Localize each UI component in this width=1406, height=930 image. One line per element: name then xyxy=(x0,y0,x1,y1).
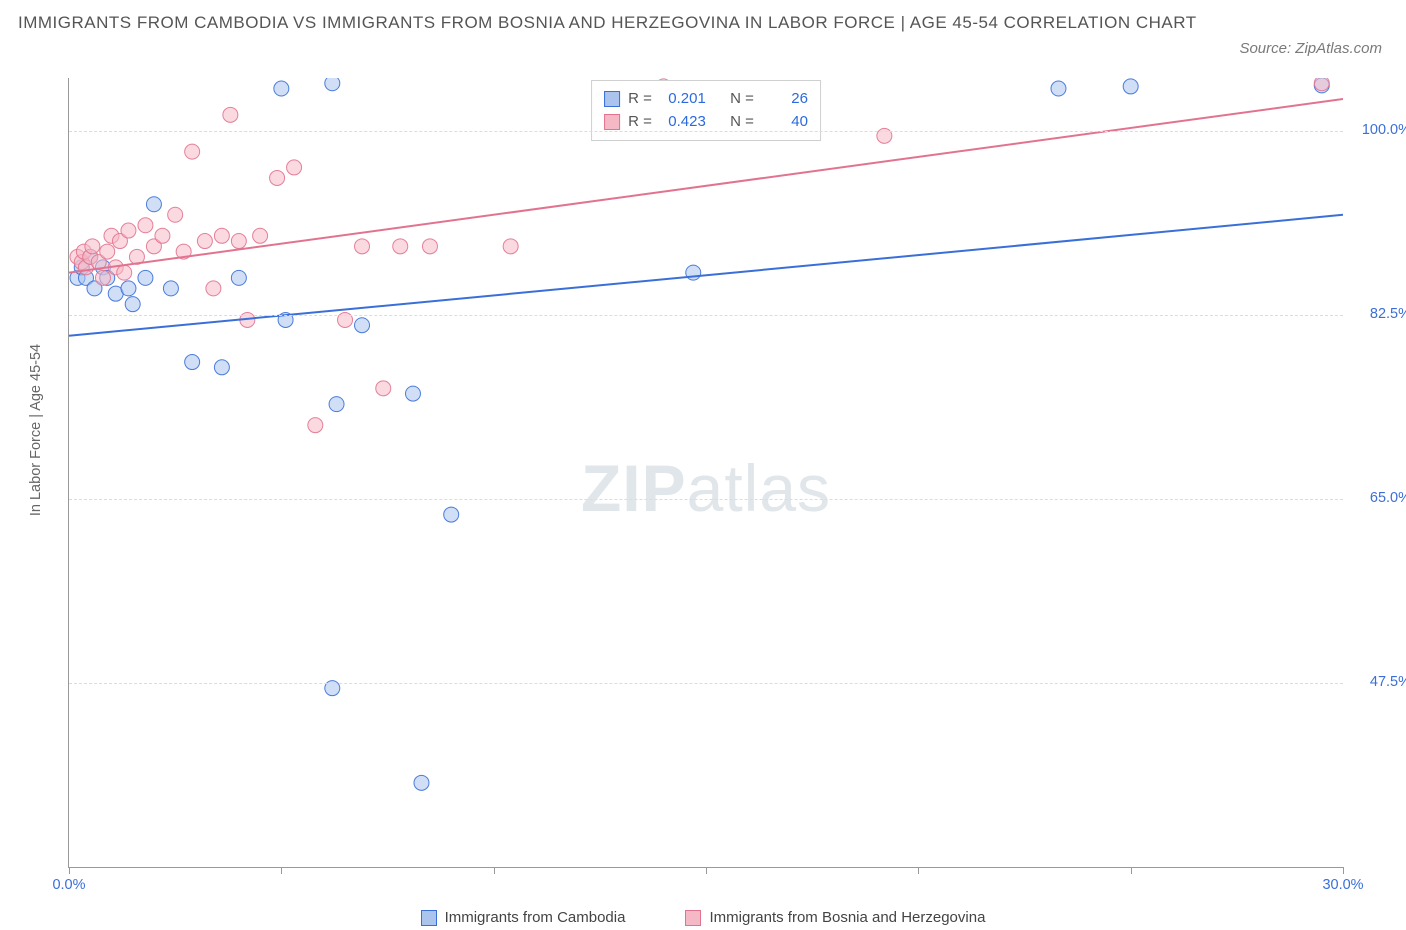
data-point xyxy=(185,144,200,159)
data-point xyxy=(414,775,429,790)
data-point xyxy=(117,265,132,280)
data-point xyxy=(1123,79,1138,94)
data-point xyxy=(138,218,153,233)
data-point xyxy=(308,418,323,433)
data-point xyxy=(223,107,238,122)
x-tick-label: 30.0% xyxy=(1322,877,1363,893)
x-tick-label: 0.0% xyxy=(52,877,85,893)
y-axis-label: In Labor Force | Age 45-54 xyxy=(28,344,44,516)
data-point xyxy=(355,239,370,254)
data-point xyxy=(231,234,246,249)
stat-n-value: 26 xyxy=(762,87,808,110)
data-point xyxy=(444,507,459,522)
data-point xyxy=(274,81,289,96)
data-point xyxy=(185,355,200,370)
data-point xyxy=(1051,81,1066,96)
data-point xyxy=(146,197,161,212)
data-point xyxy=(376,381,391,396)
data-point xyxy=(121,281,136,296)
source-attribution: Source: ZipAtlas.com xyxy=(1239,40,1382,57)
data-point xyxy=(422,239,437,254)
data-point xyxy=(214,228,229,243)
data-point xyxy=(85,239,100,254)
y-tick-label: 100.0% xyxy=(1351,122,1406,138)
data-point xyxy=(231,270,246,285)
data-point xyxy=(214,360,229,375)
data-point xyxy=(503,239,518,254)
data-point xyxy=(206,281,221,296)
data-point xyxy=(1314,78,1329,91)
data-point xyxy=(325,78,340,91)
y-tick-label: 65.0% xyxy=(1351,490,1406,506)
data-point xyxy=(125,297,140,312)
legend-swatch xyxy=(421,910,437,926)
series-label: Immigrants from Bosnia and Herzegovina xyxy=(709,909,985,926)
chart-title: IMMIGRANTS FROM CAMBODIA VS IMMIGRANTS F… xyxy=(18,10,1388,36)
series-label: Immigrants from Cambodia xyxy=(445,909,626,926)
data-point xyxy=(355,318,370,333)
data-point xyxy=(287,160,302,175)
series-legend-item: Immigrants from Bosnia and Herzegovina xyxy=(685,909,985,926)
data-point xyxy=(138,270,153,285)
data-point xyxy=(121,223,136,238)
series-legend-item: Immigrants from Cambodia xyxy=(421,909,626,926)
stat-n-label: N = xyxy=(730,87,754,110)
data-point xyxy=(163,281,178,296)
data-point xyxy=(270,170,285,185)
legend-swatch xyxy=(604,114,620,130)
data-point xyxy=(197,234,212,249)
y-tick-label: 47.5% xyxy=(1351,674,1406,690)
data-point xyxy=(100,244,115,259)
data-point xyxy=(95,270,110,285)
plot-area: ZIPatlas R =0.201 N =26R =0.423 N =40 47… xyxy=(68,78,1343,868)
series-legend: Immigrants from Cambodia Immigrants from … xyxy=(0,909,1406,926)
legend-swatch xyxy=(685,910,701,926)
data-point xyxy=(155,228,170,243)
data-point xyxy=(405,386,420,401)
data-point xyxy=(168,207,183,222)
data-point xyxy=(393,239,408,254)
data-point xyxy=(329,397,344,412)
legend-swatch xyxy=(604,91,620,107)
scatter-plot-svg xyxy=(69,78,1343,867)
data-point xyxy=(253,228,268,243)
y-tick-label: 82.5% xyxy=(1351,306,1406,322)
stats-legend-row: R = 0.201 N = 26 xyxy=(604,87,808,110)
stat-r-label: R = xyxy=(628,87,652,110)
chart-container: IMMIGRANTS FROM CAMBODIA VS IMMIGRANTS F… xyxy=(0,0,1406,930)
stat-r-value: 0.201 xyxy=(660,87,706,110)
